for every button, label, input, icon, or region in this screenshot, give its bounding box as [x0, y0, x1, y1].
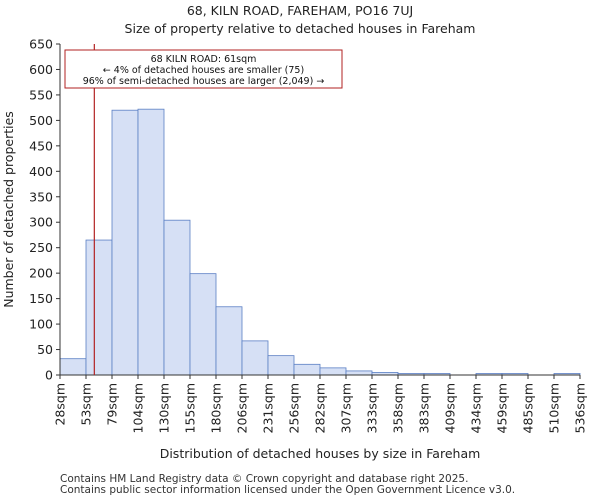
x-tick-label: 510sqm [547, 383, 562, 433]
y-tick-label: 250 [29, 240, 53, 255]
chart-subtitle: Size of property relative to detached ho… [124, 21, 476, 36]
x-axis: 28sqm 53sqm 79sqm 104sqm 130sqm 155sqm 180sqm 2… [53, 374, 588, 433]
x-tick-label: 434sqm [469, 383, 484, 433]
footer-line-2: Contains public sector information licen… [60, 484, 516, 496]
x-tick-label: 256sqm [287, 383, 302, 433]
x-tick-label: 485sqm [521, 383, 536, 433]
x-tick-label: 130sqm [157, 383, 172, 433]
x-tick-label: 409sqm [443, 383, 458, 433]
y-tick-label: 550 [29, 87, 53, 102]
x-tick-label: 104sqm [131, 383, 146, 433]
y-tick-label: 200 [29, 266, 53, 281]
chart-title: 68, KILN ROAD, FAREHAM, PO16 7UJ [186, 3, 414, 18]
x-tick-label: 459sqm [495, 383, 510, 433]
x-tick-label: 536sqm [573, 383, 588, 433]
x-tick-label: 383sqm [417, 383, 432, 433]
bar-307sqm [345, 370, 373, 376]
x-tick-label: 155sqm [183, 383, 198, 433]
y-tick-label: 400 [29, 164, 53, 179]
bar-256sqm [293, 363, 321, 376]
x-tick-label: 231sqm [261, 383, 276, 433]
x-tick-label: 79sqm [105, 383, 120, 426]
bar-206sqm [241, 340, 269, 376]
bar-282sqm [319, 367, 347, 376]
y-tick-label: 300 [29, 215, 53, 230]
bar-130sqm [163, 219, 191, 376]
bar-79sqm [111, 109, 139, 376]
y-tick-label: 350 [29, 189, 53, 204]
bar-28sqm [59, 358, 87, 376]
annotation-box: 68 KILN ROAD: 61sqm ← 4% of detached hou… [64, 49, 343, 89]
bar-53sqm [85, 239, 113, 376]
x-tick-label: 307sqm [339, 383, 354, 433]
x-tick-label: 53sqm [79, 383, 94, 426]
bars-group [59, 108, 581, 376]
x-tick-label: 206sqm [235, 383, 250, 433]
y-tick-label: 650 [29, 37, 53, 52]
y-tick-label: 0 [45, 368, 53, 383]
y-tick-label: 150 [29, 291, 53, 306]
bar-104sqm [137, 108, 165, 376]
annotation-line-2: ← 4% of detached houses are smaller (75) [103, 65, 304, 76]
bar-155sqm [189, 273, 217, 376]
y-tick-label: 450 [29, 138, 53, 153]
footer-line-1: Contains HM Land Registry data © Crown c… [60, 473, 469, 485]
y-axis: 0 50 100 150 200 250 300 350 400 450 500 550 600 650 [29, 37, 61, 383]
annotation-border [64, 49, 343, 89]
x-axis-label: Distribution of detached houses by size … [160, 446, 481, 461]
x-tick-label: 358sqm [391, 383, 406, 433]
annotation-line-3: 96% of semi-detached houses are larger (… [83, 76, 325, 87]
x-tick-label: 28sqm [53, 383, 68, 426]
bar-180sqm [215, 306, 243, 376]
y-axis-label: Number of detached properties [1, 111, 16, 308]
y-tick-label: 100 [29, 317, 53, 332]
y-tick-label: 500 [29, 113, 53, 128]
x-tick-label: 333sqm [365, 383, 380, 433]
x-tick-label: 180sqm [209, 383, 224, 433]
x-tick-label: 282sqm [313, 383, 328, 433]
bar-231sqm [267, 355, 295, 376]
y-tick-label: 50 [37, 342, 53, 357]
histogram-chart: 050100150200250300350400450500550600650 … [1, 37, 588, 462]
y-tick-label: 600 [29, 62, 53, 77]
annotation-line-1: 68 KILN ROAD: 61sqm [151, 54, 257, 65]
